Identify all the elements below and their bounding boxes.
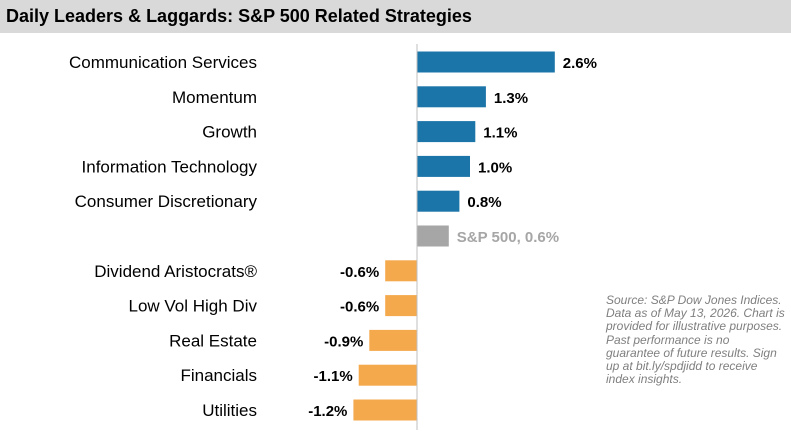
bar-information-technology — [417, 155, 470, 177]
data-label: 2.6% — [563, 55, 597, 72]
bar-real-estate — [369, 329, 417, 351]
category-label: Growth — [202, 123, 257, 142]
category-label: Communication Services — [69, 53, 257, 72]
data-label: -1.1% — [314, 368, 353, 385]
category-label: Low Vol High Div — [128, 297, 257, 316]
bar-financials — [358, 364, 417, 386]
bar-momentum — [417, 86, 486, 108]
bar-communication-services — [417, 51, 555, 73]
category-label: Dividend Aristocrats® — [94, 262, 257, 281]
data-label: 0.8% — [467, 194, 501, 211]
chart-title: Daily Leaders & Laggards: S&P 500 Relate… — [6, 6, 472, 26]
data-label: 1.0% — [478, 159, 512, 176]
category-label: Information Technology — [82, 157, 258, 176]
data-label: -0.9% — [324, 333, 363, 350]
bar-growth — [417, 121, 476, 143]
data-label: -0.6% — [340, 264, 379, 281]
category-label: Financials — [180, 366, 257, 385]
bar-utilities — [353, 399, 417, 421]
category-label: Consumer Discretionary — [75, 192, 258, 211]
data-label: 1.3% — [494, 90, 528, 107]
title-bar: Daily Leaders & Laggards: S&P 500 Relate… — [0, 0, 791, 33]
category-label: Utilities — [202, 401, 257, 420]
bar-low-vol-high-div — [385, 295, 417, 317]
bar-dividend-aristocrats — [385, 260, 417, 282]
category-label: Real Estate — [169, 331, 257, 350]
source-note: Source: S&P Dow Jones Indices. Data as o… — [606, 293, 785, 387]
bar-consumer-discretionary — [417, 190, 460, 212]
data-label: S&P 500, 0.6% — [457, 229, 559, 246]
data-label: 1.1% — [483, 125, 517, 142]
category-label: Momentum — [172, 88, 257, 107]
bar-benchmark — [417, 225, 449, 247]
data-label: -0.6% — [340, 299, 379, 316]
data-label: -1.2% — [308, 403, 347, 420]
